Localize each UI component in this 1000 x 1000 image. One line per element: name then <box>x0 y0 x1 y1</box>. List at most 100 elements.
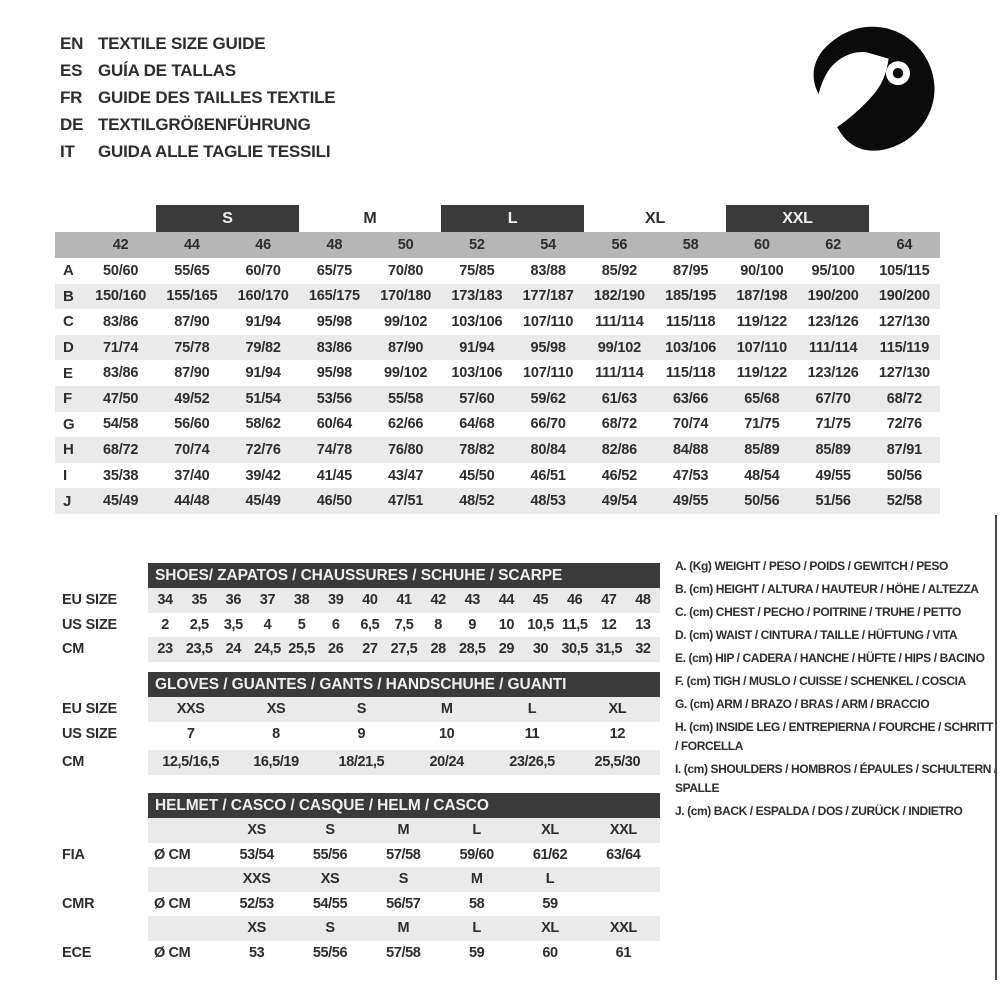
size-value-cell: 91/94 <box>245 313 281 330</box>
unit-label: Ø CM <box>154 944 191 961</box>
row-label: CM <box>62 754 85 771</box>
size-group-label-xl: XL <box>644 209 666 227</box>
row-letter: B <box>63 287 74 305</box>
size-value-cell: 70/74 <box>174 441 210 458</box>
table-cell: 23/26,5 <box>509 754 555 771</box>
language-row: IT GUIDA ALLE TAGLIE TESSILI <box>60 138 335 165</box>
size-number-cell: 60 <box>754 237 770 253</box>
size-value-cell: 123/126 <box>807 365 859 382</box>
size-value-cell: 55/58 <box>387 390 424 407</box>
size-value-cell: 51/56 <box>815 493 851 510</box>
size-value-cell: 56/60 <box>174 416 210 433</box>
gloves-title-bar: GLOVES / GUANTES / GANTS / HANDSCHUHE / … <box>148 672 660 697</box>
table-cell: 4 <box>263 616 272 633</box>
size-value-cell: 75/85 <box>459 262 495 279</box>
size-value-cell: 46/51 <box>530 467 566 484</box>
size-value-cell: 54/58 <box>102 416 139 433</box>
table-cell: XXS <box>176 701 205 718</box>
table-cell: 13 <box>635 616 651 633</box>
row-label <box>62 867 148 892</box>
table-cell: 8 <box>434 616 442 633</box>
size-value-cell: 83/86 <box>316 339 353 356</box>
table-cell: 28 <box>430 641 446 658</box>
table-cell: 39 <box>328 592 344 609</box>
table-cell: 10 <box>438 725 455 742</box>
language-row: EN TEXTILE SIZE GUIDE <box>60 30 335 57</box>
table-cell: 36 <box>225 592 242 609</box>
size-value-cell: 50/56 <box>744 493 780 510</box>
language-code: DE <box>60 114 84 134</box>
size-value-cell: 49/55 <box>672 493 709 510</box>
table-cell: 30,5 <box>561 641 588 658</box>
size-value-cell: 68/72 <box>886 390 923 407</box>
table-cell: 7,5 <box>394 616 414 633</box>
size-number-cell: 62 <box>825 237 841 253</box>
helmet-row: XS S M L XL XXL <box>62 916 662 941</box>
size-value-cell: 123/126 <box>807 313 859 330</box>
table-cell: 2,5 <box>189 616 209 633</box>
table-cell: 37 <box>259 592 276 609</box>
legend-item: D. (cm) WAIST / CINTURA / TAILLE / HÜFTU… <box>675 628 958 642</box>
size-value-cell: 185/195 <box>665 288 717 305</box>
table-cell: 57/58 <box>386 846 421 863</box>
size-chart-row: I 35/38 37/40 39/42 41/45 43/47 45/50 46/51 46/5… <box>55 463 940 489</box>
row-label: CM <box>62 641 85 658</box>
size-value-cell: 82/86 <box>601 441 638 458</box>
size-value-cell: 87/90 <box>174 313 210 330</box>
language-title: GUIDA ALLE TAGLIE TESSILI <box>98 141 331 161</box>
size-value-cell: 71/75 <box>815 416 851 433</box>
size-value-cell: 107/110 <box>736 339 787 356</box>
size-value-cell: 160/170 <box>237 288 289 305</box>
table-cell: 10,5 <box>527 616 554 633</box>
size-value-cell: 99/102 <box>384 365 428 382</box>
size-chart-row: E 83/86 87/90 91/94 95/98 99/102 103/106 107/11… <box>55 360 940 386</box>
size-value-cell: 52/58 <box>886 493 923 510</box>
size-value-cell: 43/47 <box>387 467 424 484</box>
legend-item: I. (cm) SHOULDERS / HOMBROS / ÉPAULES / … <box>675 762 997 795</box>
size-chart-row: H 68/72 70/74 72/76 74/78 76/80 78/82 80/84 82/8… <box>55 437 940 463</box>
table-cell: 53 <box>248 944 265 961</box>
size-value-cell: 99/102 <box>597 339 641 356</box>
size-value-cell: 45/49 <box>102 493 139 510</box>
table-cell: XL <box>541 822 559 839</box>
helmet-table: HELMET / CASCO / CASQUE / HELM / CASCO X… <box>62 793 662 965</box>
row-letter: C <box>63 313 74 331</box>
language-row: FR GUIDE DES TAILLES TEXTILE <box>60 84 336 111</box>
language-row: ES GUÍA DE TALLAS <box>60 57 335 84</box>
table-cell: 46 <box>566 592 583 609</box>
size-value-cell: 103/106 <box>451 365 503 382</box>
helmet-row: FIA Ø CM 53/54 55/56 57/58 59/60 61/62 63/64 <box>62 843 662 868</box>
gloves-row: CM 12,5/16,5 16,5/19 18/21,5 20/24 23/26,5 25,… <box>62 750 662 775</box>
helmet-title-bar: HELMET / CASCO / CASQUE / HELM / CASCO <box>148 793 660 818</box>
table-cell: 20/24 <box>429 754 465 771</box>
table-cell: 24 <box>225 641 242 658</box>
table-cell: 48 <box>635 592 651 609</box>
size-number-cell: 54 <box>540 237 556 253</box>
table-cell: L <box>472 822 481 839</box>
size-value-cell: 48/54 <box>744 467 780 484</box>
table-cell: XS <box>266 701 286 718</box>
size-value-cell: 60/64 <box>316 416 353 433</box>
page-edge-line <box>995 515 997 980</box>
size-group-label-s: S <box>156 205 299 232</box>
table-cell: 3,5 <box>223 616 243 633</box>
row-letter: F <box>63 390 72 408</box>
shoes-row: CM 23 23,5 24 24,5 25,5 26 27 27,5 28 28,5 29 30 30,5… <box>62 637 662 662</box>
size-value-cell: 95/98 <box>316 365 353 382</box>
size-value-cell: 44/48 <box>174 493 210 510</box>
size-value-cell: 78/82 <box>459 441 495 458</box>
size-value-cell: 49/52 <box>174 390 210 407</box>
size-value-cell: 107/110 <box>523 313 574 330</box>
legend-item: H. (cm) INSIDE LEG / ENTREPIERNA / FOURC… <box>675 720 994 753</box>
size-value-cell: 49/54 <box>601 493 638 510</box>
size-value-cell: 87/95 <box>672 262 709 279</box>
size-numbers-row: 42 44 46 48 50 52 54 56 58 60 62 64 <box>55 232 940 258</box>
size-value-cell: 46/50 <box>316 493 353 510</box>
table-cell: 9 <box>357 725 366 742</box>
row-label: EU SIZE <box>62 701 117 718</box>
table-cell: XXS <box>242 871 271 888</box>
size-number-cell: 58 <box>682 237 699 253</box>
size-value-cell: 103/106 <box>665 339 717 356</box>
table-cell: S <box>325 822 335 839</box>
size-value-cell: 83/86 <box>102 313 139 330</box>
